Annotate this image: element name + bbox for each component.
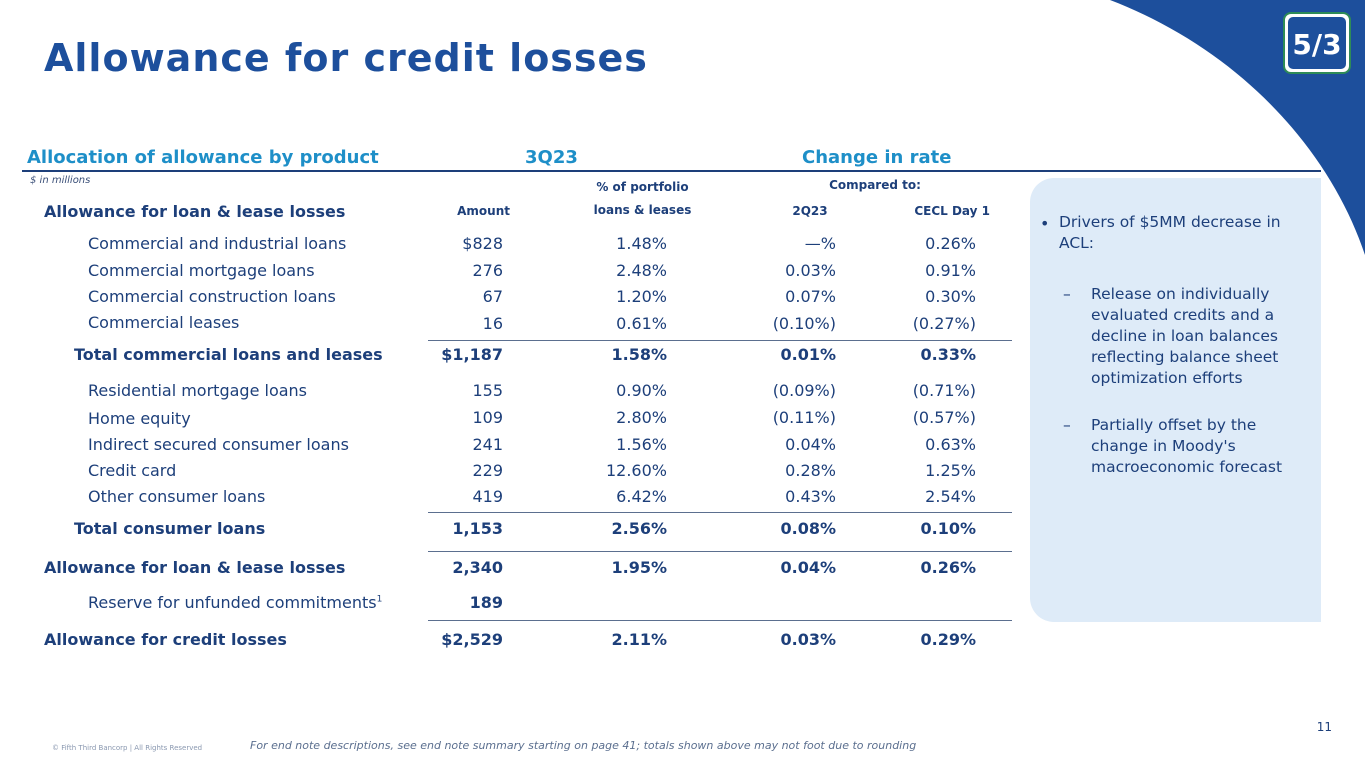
- commentary-panel: [1030, 178, 1321, 622]
- row-label: Residential mortgage loans: [88, 381, 308, 400]
- bullet-mark: •: [1040, 214, 1050, 233]
- row-pct: 2.48%: [616, 261, 667, 280]
- row-cecl: (0.57%): [912, 408, 976, 427]
- row-cecl: 0.91%: [925, 261, 976, 280]
- footnote-marker: 1: [376, 594, 383, 605]
- row-label: Allowance for loan & lease losses: [44, 558, 346, 577]
- row-cecl: 2.54%: [925, 487, 976, 506]
- page-title: Allowance for credit losses: [44, 36, 648, 80]
- row-label: Total consumer loans: [74, 519, 266, 538]
- row-pct: 1.56%: [616, 435, 667, 454]
- row-cecl: 0.26%: [925, 234, 976, 253]
- row-q2: (0.11%): [772, 408, 836, 427]
- pct-header-bottom: loans & leases: [593, 203, 692, 217]
- dash-mark: –: [1063, 285, 1071, 303]
- row-label: Other consumer loans: [88, 487, 266, 506]
- row-label: Reserve for unfunded commitments1: [88, 593, 383, 612]
- row-label: Commercial construction loans: [88, 287, 336, 306]
- row-pct: 12.60%: [605, 461, 667, 480]
- row-amount: 1,153: [452, 519, 503, 538]
- commentary-bullet: Drivers of $5MM decrease in ACL:: [1059, 213, 1281, 252]
- row-amount: $1,187: [441, 345, 503, 364]
- row-q2: 0.07%: [785, 287, 836, 306]
- row-q2: 0.28%: [785, 461, 836, 480]
- divider: [428, 620, 1012, 621]
- section-allocation: Allocation of allowance by product: [27, 147, 379, 168]
- copyright: © Fifth Third Bancorp | All Rights Reser…: [52, 744, 203, 752]
- row-q2: 0.03%: [780, 630, 836, 649]
- row-pct: 1.48%: [616, 234, 667, 253]
- row-label: Commercial leases: [88, 313, 240, 332]
- compared-header: Compared to:: [829, 178, 921, 192]
- row-cecl: 0.29%: [920, 630, 976, 649]
- divider: [428, 551, 1012, 552]
- row-pct: 1.58%: [611, 345, 667, 364]
- row-cecl: 0.26%: [920, 558, 976, 577]
- commentary-sub-item: Partially offset by the change in Moody'…: [1091, 416, 1283, 476]
- row-amount: 155: [472, 381, 503, 400]
- row-pct: 6.42%: [616, 487, 667, 506]
- row-cecl: 0.63%: [925, 435, 976, 454]
- row-q2: 0.01%: [780, 345, 836, 364]
- row-pct: 0.61%: [616, 314, 667, 333]
- row-label: Home equity: [88, 409, 191, 428]
- row-pct: 1.95%: [611, 558, 667, 577]
- row-amount: 109: [472, 408, 503, 427]
- divider: [428, 340, 1012, 341]
- pct-header-top: % of portfolio: [596, 180, 689, 194]
- row-cecl: 0.30%: [925, 287, 976, 306]
- row-amount: 16: [482, 314, 503, 333]
- row-amount: 229: [472, 461, 503, 480]
- row-amount: 189: [469, 593, 503, 612]
- row-amount: $2,529: [441, 630, 503, 649]
- amount-header: Amount: [457, 204, 510, 218]
- section-change-in-rate: Change in rate: [802, 147, 952, 168]
- footnote: For end note descriptions, see end note …: [250, 739, 917, 752]
- header-rule: [22, 170, 1321, 172]
- row-pct: 2.80%: [616, 408, 667, 427]
- row-q2: (0.09%): [772, 381, 836, 400]
- row-label: Allowance for credit losses: [44, 630, 287, 649]
- row-label: Credit card: [88, 461, 177, 480]
- row-amount: 419: [472, 487, 503, 506]
- row-amount: 2,340: [452, 558, 503, 577]
- divider: [428, 512, 1012, 513]
- row-amount: 241: [472, 435, 503, 454]
- row-q2: 0.03%: [785, 261, 836, 280]
- dash-mark: –: [1063, 416, 1071, 434]
- fifth-third-logo: 5/3: [1283, 12, 1351, 74]
- row-q2: (0.10%): [772, 314, 836, 333]
- row-cecl: (0.27%): [912, 314, 976, 333]
- units-note: $ in millions: [30, 175, 91, 186]
- svg-text:5/3: 5/3: [1292, 28, 1341, 61]
- row-pct: 2.56%: [611, 519, 667, 538]
- cecl-header: CECL Day 1: [914, 204, 990, 218]
- row-cecl: 1.25%: [925, 461, 976, 480]
- row-cecl: 0.10%: [920, 519, 976, 538]
- row-pct: 2.11%: [611, 630, 667, 649]
- commentary-sub-item: Release on individually evaluated credit…: [1091, 285, 1279, 387]
- row-pct: 1.20%: [616, 287, 667, 306]
- row-cecl: (0.71%): [912, 381, 976, 400]
- row-q2: 0.04%: [780, 558, 836, 577]
- row-q2: 0.08%: [780, 519, 836, 538]
- section-period: 3Q23: [525, 147, 578, 168]
- table-header-label: Allowance for loan & lease losses: [44, 202, 346, 221]
- page-number: 11: [1316, 720, 1332, 734]
- row-cecl: 0.33%: [920, 345, 976, 364]
- row-label: Commercial and industrial loans: [88, 234, 347, 253]
- row-amount: 67: [482, 287, 503, 306]
- row-q2: 0.04%: [785, 435, 836, 454]
- row-label: Commercial mortgage loans: [88, 261, 315, 280]
- row-amount: $828: [462, 234, 503, 253]
- row-label: Indirect secured consumer loans: [88, 435, 349, 454]
- row-pct: 0.90%: [616, 381, 667, 400]
- row-label: Total commercial loans and leases: [74, 345, 383, 364]
- row-amount: 276: [472, 261, 503, 280]
- q2-header: 2Q23: [792, 204, 828, 218]
- row-q2: —%: [804, 234, 836, 253]
- row-q2: 0.43%: [785, 487, 836, 506]
